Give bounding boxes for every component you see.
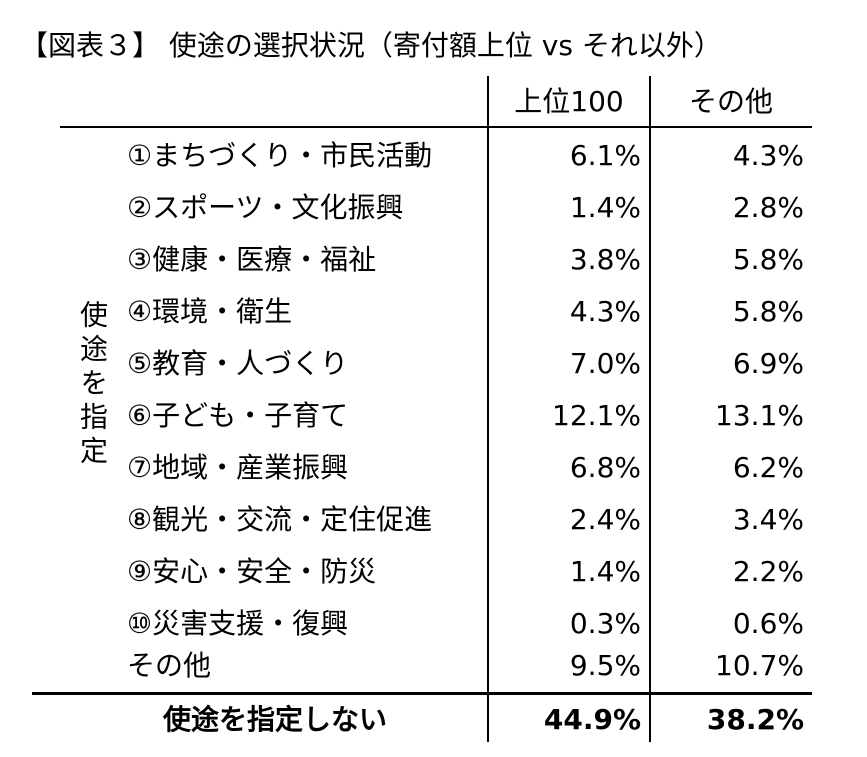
value-other: 0.6% [732, 607, 804, 640]
row-label: ①まちづくり・市民活動 [127, 139, 433, 172]
page-title: 【図表３】 使途の選択状況（寄付額上位 vs それ以外） [20, 29, 722, 62]
value-other: 3.4% [732, 503, 804, 536]
column-header-top100: 上位100 [514, 85, 624, 118]
value-other: 6.2% [732, 451, 804, 484]
row-label: その他 [127, 649, 212, 682]
value-other: 10.7% [715, 649, 804, 682]
row-label: ④環境・衛生 [127, 295, 293, 328]
column-divider-1 [487, 76, 489, 742]
value-other: 5.8% [732, 295, 804, 328]
row-label: ⑩災害支援・復興 [127, 607, 349, 640]
row-label: ⑥子ども・子育て [127, 399, 349, 432]
value-other: 2.2% [732, 555, 804, 588]
total-label: 使途を指定しない [163, 703, 388, 736]
value-top100: 7.0% [569, 347, 641, 380]
value-other: 5.8% [732, 243, 804, 276]
row-label: ③健康・医療・福祉 [127, 243, 377, 276]
group-label-designated: 使途を指定 [76, 300, 109, 470]
row-label: ⑨安心・安全・防災 [127, 555, 377, 588]
value-other: 6.9% [732, 347, 804, 380]
value-top100: 1.4% [569, 555, 641, 588]
value-top100: 9.5% [569, 649, 641, 682]
value-top100: 12.1% [552, 399, 641, 432]
value-top100: 6.1% [569, 139, 641, 172]
row-label: ⑧観光・交流・定住促進 [127, 503, 433, 536]
row-label: ⑦地域・産業振興 [127, 451, 349, 484]
total-rule [32, 692, 812, 695]
row-label: ②スポーツ・文化振興 [127, 191, 404, 224]
value-other: 2.8% [732, 191, 804, 224]
value-other: 13.1% [715, 399, 804, 432]
value-top100: 2.4% [569, 503, 641, 536]
value-other: 4.3% [732, 139, 804, 172]
total-other: 38.2% [706, 703, 804, 736]
value-top100: 1.4% [569, 191, 641, 224]
column-divider-2 [649, 76, 651, 742]
value-top100: 6.8% [569, 451, 641, 484]
value-top100: 3.8% [569, 243, 641, 276]
value-top100: 0.3% [569, 607, 641, 640]
header-rule [60, 126, 812, 128]
total-top100: 44.9% [543, 703, 641, 736]
row-label: ⑤教育・人づくり [127, 347, 349, 380]
column-header-other: その他 [688, 85, 773, 118]
value-top100: 4.3% [569, 295, 641, 328]
